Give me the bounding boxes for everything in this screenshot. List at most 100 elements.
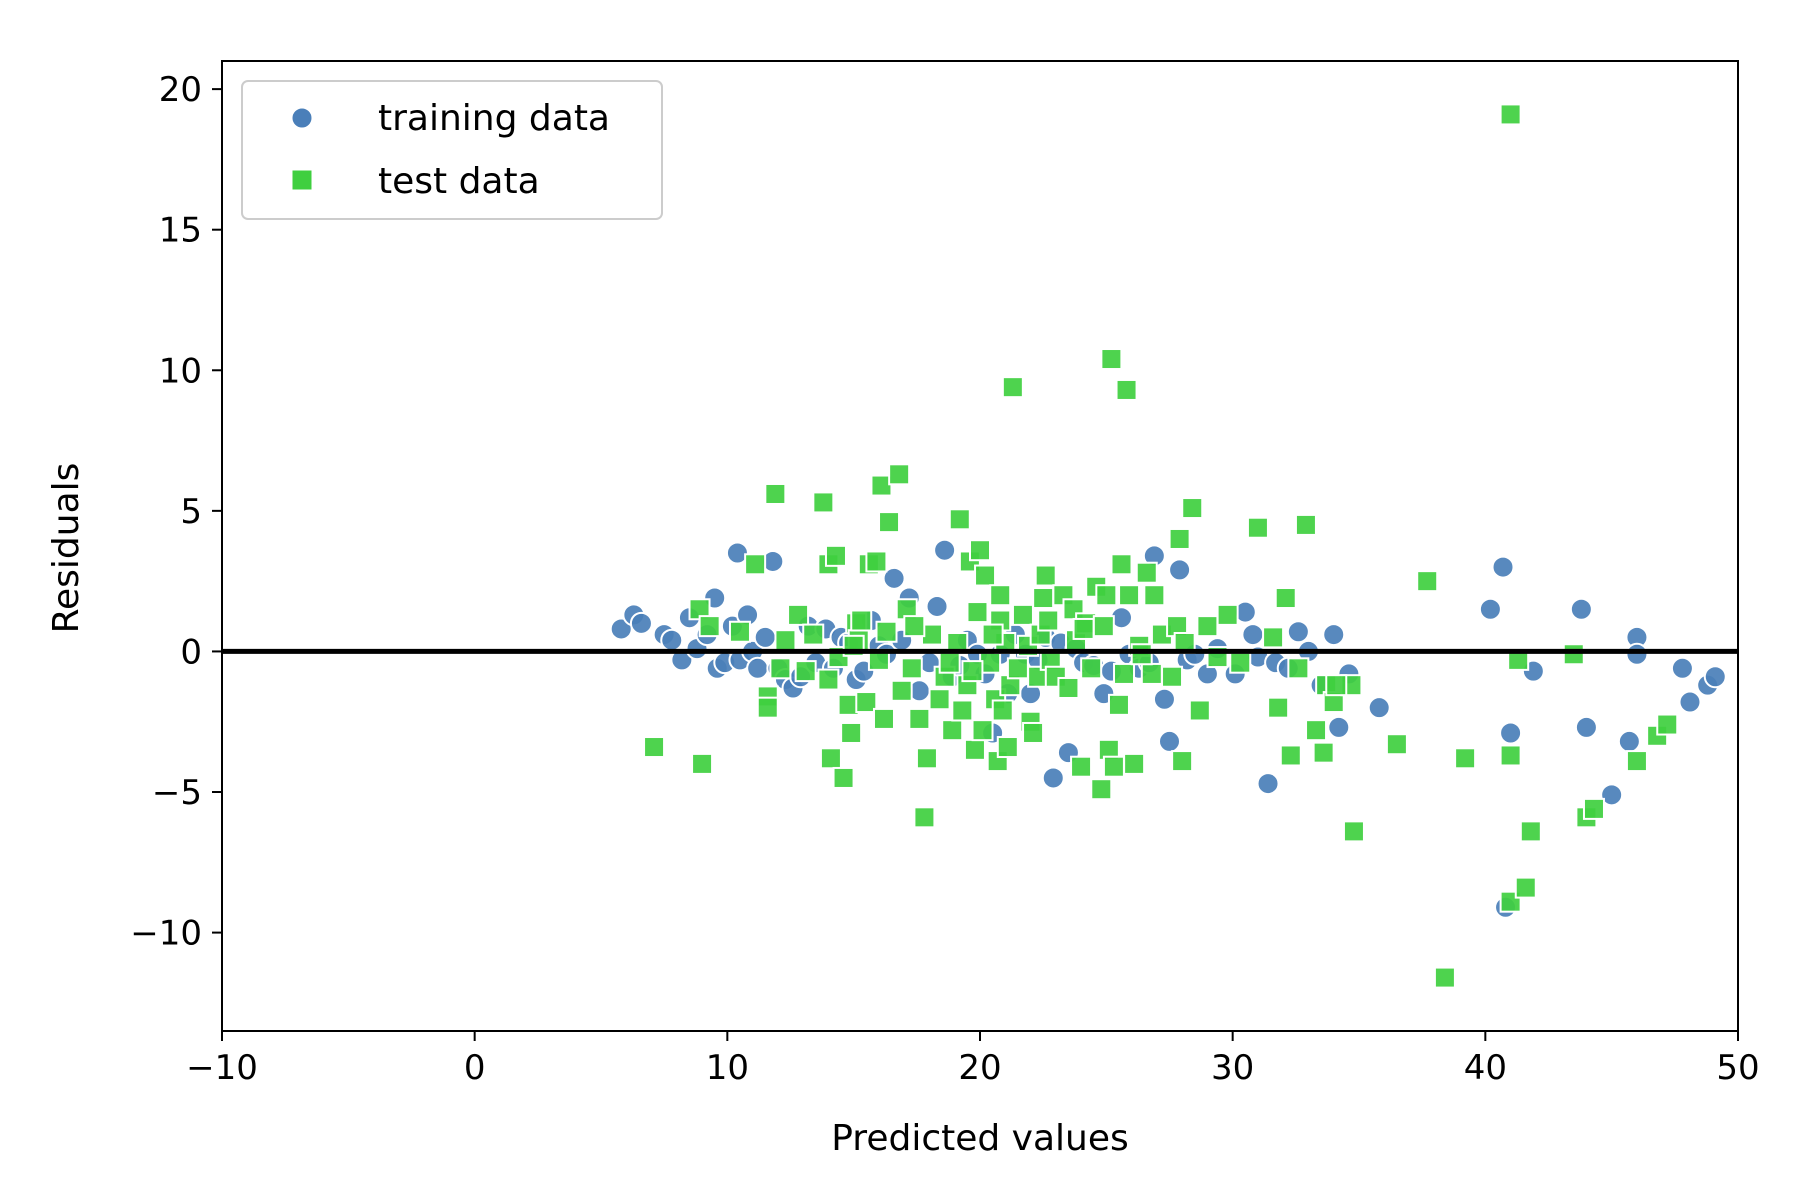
test-data-point-0 [643,736,666,759]
test-data-point-31 [875,620,898,643]
training-data-point-40 [925,594,949,618]
y-tick-label-1: −5 [152,773,202,813]
legend-box [241,80,663,220]
training-data-point-85 [1322,623,1346,647]
x-tick-label-4: 30 [1211,1048,1254,1088]
test-data-point-3 [698,615,721,638]
test-data-point-139 [1656,713,1679,736]
test-data-point-141 [1130,643,1153,666]
test-data-point-88 [1102,755,1125,778]
test-data-point-4 [728,620,751,643]
test-data-point-97 [1140,662,1163,685]
x-tick-label-5: 40 [1464,1048,1507,1088]
test-data-point-37 [908,707,931,730]
test-data-point-96 [1135,561,1158,584]
test-data-point-132 [1514,876,1537,899]
training-data-point-70 [1168,558,1192,582]
test-data-point-92 [1115,378,1138,401]
test-data-point-12 [802,623,825,646]
test-data-point-30 [872,707,895,730]
test-data-point-89 [1107,693,1130,716]
test-data-point-49 [963,738,986,761]
x-axis-ticks: −10 0 10 20 30 40 50 [186,1031,1760,1088]
legend-label-training-data: training data [378,98,610,139]
test-data-point-149 [961,660,984,683]
test-data-point-29 [870,474,893,497]
test-data-point-123 [1342,820,1365,843]
training-data-point-97 [1625,642,1649,666]
training-data-point-68 [1152,687,1176,711]
test-data-point-142 [981,623,1004,646]
test-data-point-15 [817,668,840,691]
test-data-point-133 [1519,820,1542,843]
test-data-point-7 [756,696,779,719]
test-data-point-115 [1279,744,1302,767]
legend-label-test-data: test data [378,161,540,202]
training-data-point-79 [1256,772,1280,796]
test-data-point-58 [989,584,1012,607]
test-data-point-125 [1416,570,1439,593]
training-data-point-102 [1600,783,1624,807]
test-data-point-98 [1143,584,1166,607]
training-data-point-82 [1286,620,1310,644]
training-data-point-90 [1491,555,1515,579]
test-data-point-25 [855,691,878,714]
training-data-point-93 [1569,597,1593,621]
test-data-point-43 [941,719,964,742]
test-data-point-136 [1582,797,1605,820]
test-data-point-112 [1262,626,1285,649]
training-data-point-98 [1670,656,1694,680]
training-data-point-94 [1574,715,1598,739]
test-data-point-102 [1168,527,1191,550]
legend-marker-training-data [291,107,313,129]
training-data-point-4 [660,628,684,652]
test-data-point-91 [1113,662,1136,685]
test-data-point-105 [1181,497,1204,520]
x-tick-label-1: 0 [464,1048,486,1088]
test-data-point-137 [1625,750,1648,773]
test-data-point-11 [787,603,810,626]
test-data-point-113 [1267,696,1290,719]
test-data-point-90 [1110,553,1133,576]
test-data-point-85 [1095,584,1118,607]
y-axis-label: Residuals [46,463,87,634]
test-data-point-140 [1325,674,1348,697]
test-data-point-71 [1032,587,1055,610]
test-data-point-63 [1001,376,1024,399]
test-data-point-61 [996,736,1019,759]
training-data-point-41 [933,538,957,562]
test-data-point-72 [1034,564,1057,587]
test-data-point-93 [1118,584,1141,607]
test-data-point-126 [1433,966,1456,989]
test-data-point-52 [971,719,994,742]
test-data-point-39 [915,747,938,770]
test-data-point-27 [865,550,888,573]
test-data-point-36 [900,657,923,680]
test-data-point-81 [1080,657,1103,680]
training-data-point-95 [1617,729,1641,753]
test-data-point-16 [819,747,842,770]
test-data-point-76 [1057,676,1080,699]
training-data-point-13 [725,541,749,565]
test-data-point-127 [1454,747,1477,770]
test-data-point-111 [1246,516,1269,539]
test-data-point-53 [974,564,997,587]
y-tick-label-0: −10 [130,914,202,954]
test-data-point-79 [1070,755,1093,778]
legend-marker-test-data [291,169,313,191]
test-data-point-103 [1171,750,1194,773]
test-data-point-87 [1100,348,1123,371]
test-data-point-33 [888,463,911,486]
test-data-point-68 [1022,721,1045,744]
x-tick-label-6: 50 [1716,1048,1759,1088]
test-data-point-13 [812,491,835,514]
test-data-point-17 [824,544,847,567]
x-axis-label: Predicted values [831,1118,1129,1159]
test-data-point-83 [1090,778,1113,801]
test-data-point-9 [769,657,792,680]
test-data-point-109 [1216,603,1239,626]
test-data-point-118 [1305,719,1328,742]
test-data-point-146 [1072,617,1095,640]
x-tick-label-0: −10 [186,1048,258,1088]
